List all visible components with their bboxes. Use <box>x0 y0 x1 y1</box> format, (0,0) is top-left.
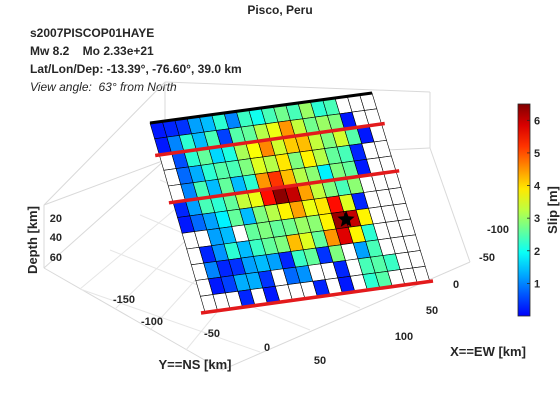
axes-grid-line <box>43 267 223 371</box>
segment-boundary-line <box>154 121 385 158</box>
z-tick-label: 20 <box>50 213 62 225</box>
y-tick-label: -100 <box>141 316 163 328</box>
axes-grid-line <box>429 147 471 263</box>
segment-boundary-line <box>168 169 400 205</box>
y-tick-label: -150 <box>113 294 135 306</box>
axis-ticks: -150 -100 -50 0 50 -100 -50 0 50 100 20 40 60 Y==NS [… <box>25 206 526 372</box>
colorbar-tick-label: 3 <box>534 213 540 225</box>
fault-cells <box>149 91 431 313</box>
colorbar: 1 2 3 4 5 6 Slip [m] <box>517 103 560 317</box>
x-axis-label: X==EW [km] <box>450 344 526 359</box>
colorbar-bar <box>517 103 531 317</box>
z-axis-label: Depth [km] <box>25 206 40 274</box>
colorbar-tick-label: 2 <box>534 246 540 258</box>
x-tick-label: 100 <box>395 331 413 343</box>
fault-top-edge <box>149 91 373 125</box>
segment-boundary-line <box>200 279 434 315</box>
chart-title: Pisco, Peru <box>247 3 313 17</box>
x-tick-label: -50 <box>479 252 495 264</box>
y-tick-label: 0 <box>264 342 270 354</box>
axes-grid-line <box>164 81 431 93</box>
y-axis-label: Y==NS [km] <box>159 357 232 372</box>
x-tick-label: 0 <box>453 279 459 291</box>
axes-grid-line <box>43 159 166 269</box>
colorbar-tick-label: 4 <box>534 181 541 193</box>
floor-grid-line <box>79 288 261 353</box>
epicenter-star <box>337 210 355 227</box>
magnitude-line: Mw 8.2 Mo 2.33e+21 <box>30 44 154 58</box>
axes-grid-line <box>43 159 166 206</box>
y-tick-label: -50 <box>204 328 220 340</box>
colorbar-tick-label: 5 <box>534 148 540 160</box>
x-tick-label: -100 <box>487 224 509 236</box>
x-tick-label: 50 <box>426 305 438 317</box>
z-tick-label: 40 <box>50 232 62 244</box>
colorbar-tick-label: 1 <box>534 278 540 290</box>
latlon-line: Lat/Lon/Dep: -13.39°, -76.60°, 39.0 km <box>30 62 242 76</box>
z-tick-label: 60 <box>50 252 62 264</box>
event-id: s2007PISCOP01HAYE <box>30 26 155 40</box>
axes-grid-line <box>43 81 166 206</box>
view-angle-line: View angle: 63° from North <box>30 80 177 94</box>
colorbar-label: Slip [m] <box>545 186 560 234</box>
segment-lines <box>154 121 434 315</box>
colorbar-tick-label: 6 <box>534 115 540 127</box>
y-tick-label: 50 <box>314 355 326 367</box>
